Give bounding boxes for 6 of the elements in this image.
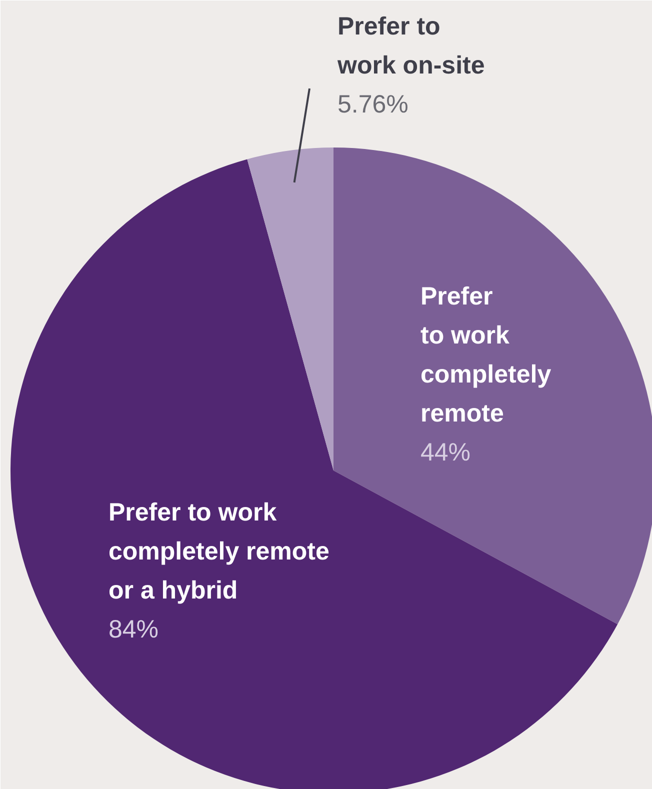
data-label: 44% — [420, 438, 471, 466]
slice-label: Prefer to work completely remote or a hybrid — [108, 498, 330, 604]
slice-label: Prefer to work on-site — [336, 12, 485, 80]
data-label: 5.76% — [338, 90, 408, 118]
slice-label: Prefer to work completely remote — [420, 282, 552, 428]
data-label: 84% — [108, 616, 159, 644]
